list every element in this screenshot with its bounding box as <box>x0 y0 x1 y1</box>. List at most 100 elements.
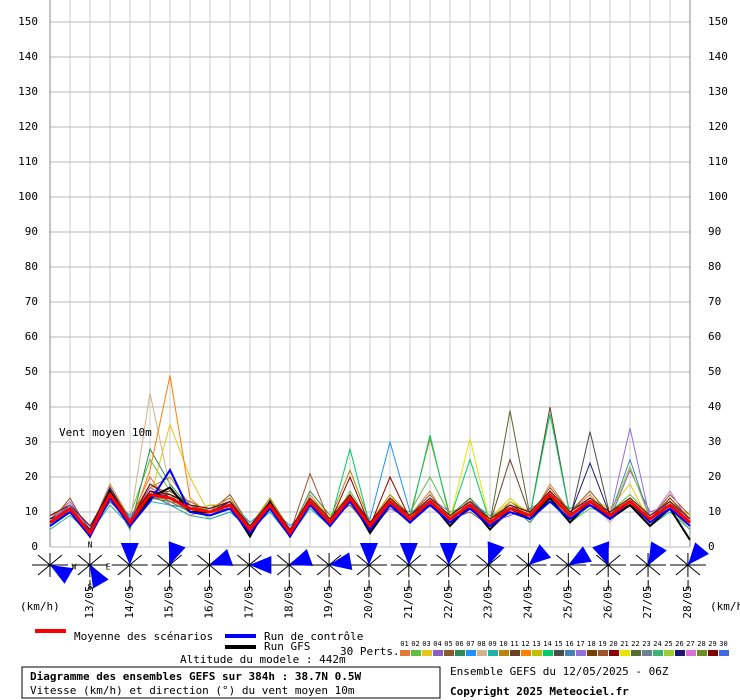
compass-line <box>117 554 143 576</box>
pert-legend-label: 15 <box>554 640 562 648</box>
pert-legend-label: 27 <box>686 640 694 648</box>
y-tick-label: 140 <box>18 50 38 63</box>
compass-letter: E <box>106 563 111 572</box>
y-tick-label-right: 0 <box>708 540 715 553</box>
control-line <box>49 467 691 539</box>
y-tick-label-right: 100 <box>708 190 728 203</box>
legend-gfs: Run GFS <box>264 640 310 653</box>
pert-legend-label: 16 <box>565 640 573 648</box>
pert-legend-label: 06 <box>455 640 463 648</box>
y-tick-label: 60 <box>25 330 38 343</box>
pert-legend-swatch <box>444 650 454 656</box>
x-tick-label: 24/05 <box>522 585 535 618</box>
y-tick-label-right: 120 <box>708 120 728 133</box>
pert-legend-label: 05 <box>444 640 452 648</box>
y-tick-label-right: 60 <box>708 330 721 343</box>
y-tick-label-right: 140 <box>708 50 728 63</box>
wind-direction <box>289 549 313 566</box>
pert-legend-label: 02 <box>411 640 419 648</box>
wind-direction <box>648 541 667 565</box>
pert-legend-swatch <box>488 650 498 656</box>
x-tick-label: 18/05 <box>282 585 295 618</box>
pert-legend-swatch <box>598 650 608 656</box>
pert-legend-label: 25 <box>664 640 672 648</box>
x-tick-label: 27/05 <box>641 585 654 618</box>
pert-legend-label: 23 <box>642 640 650 648</box>
perts-label: 30 Perts. <box>340 645 400 658</box>
compass-letter: W <box>72 563 77 572</box>
pert-legend-swatch <box>620 650 630 656</box>
y-tick-label-right: 90 <box>708 225 721 238</box>
y-tick-label: 40 <box>25 400 38 413</box>
wind-direction <box>120 543 139 565</box>
altitude: Altitude du modele : 442m <box>180 653 346 666</box>
pert-legend-swatch <box>554 650 564 656</box>
y-tick-label-right: 70 <box>708 295 721 308</box>
pert-legend-swatch <box>532 650 542 656</box>
title: Diagramme des ensembles GEFS sur 384h : … <box>30 670 362 683</box>
pert-legend-swatch <box>477 650 487 656</box>
y-tick-label-right: 130 <box>708 85 728 98</box>
title-box <box>21 666 441 699</box>
subtitle: Vitesse (km/h) et direction (°) du vent … <box>30 684 355 697</box>
wind-direction <box>168 541 186 565</box>
pert-legend-label: 26 <box>675 640 683 648</box>
y-tick-label-right: 80 <box>708 260 721 273</box>
y-tick-label-right: 30 <box>708 435 721 448</box>
pert-legend-swatch <box>411 650 421 656</box>
wind-direction <box>399 543 418 565</box>
compass-letter: S <box>88 583 93 592</box>
wind-direction <box>89 565 109 589</box>
y-tick-label: 130 <box>18 85 38 98</box>
y-tick-label-right: 110 <box>708 155 728 168</box>
y-tick-label: 50 <box>25 365 38 378</box>
y-tick-label: 10 <box>25 505 38 518</box>
y-tick-label-right: 50 <box>708 365 721 378</box>
compass-letter: N <box>88 541 93 550</box>
pert-legend-label: 10 <box>499 640 507 648</box>
y-tick-label-right: 10 <box>708 505 721 518</box>
pert-legend-label: 08 <box>477 640 485 648</box>
pert-legend-swatch <box>631 650 641 656</box>
wind-direction <box>209 549 234 566</box>
wind-direction <box>592 541 610 565</box>
pert-legend-swatch <box>466 650 476 656</box>
pert-legend-swatch <box>675 650 685 656</box>
pert-legend-swatch <box>422 650 432 656</box>
pert-legend-label: 07 <box>466 640 474 648</box>
pert-legend-label: 21 <box>620 640 628 648</box>
legend-mean: Moyenne des scénarios <box>74 630 213 643</box>
wind-direction <box>329 552 353 571</box>
pert-legend-label: 18 <box>587 640 595 648</box>
x-tick-label: 23/05 <box>482 585 495 618</box>
pert-legend-swatch <box>400 650 410 656</box>
pert-legend-label: 14 <box>543 640 551 648</box>
x-tick-label: 14/05 <box>123 585 136 618</box>
pert-legend-swatch <box>686 650 696 656</box>
pert-legend-swatch <box>708 650 718 656</box>
pert-legend-swatch <box>719 650 729 656</box>
wind-direction <box>528 543 552 565</box>
pert-legend-swatch <box>455 650 465 656</box>
x-tick-label: 16/05 <box>203 585 216 618</box>
pert-legend-label: 04 <box>433 640 441 648</box>
y-tick-label-right: 20 <box>708 470 721 483</box>
grid <box>49 0 691 548</box>
pert-legend-label: 11 <box>510 640 518 648</box>
pert-legend-swatch <box>576 650 586 656</box>
unit-right: (km/h) <box>710 600 740 613</box>
y-tick-label: 100 <box>18 190 38 203</box>
y-tick-label: 110 <box>18 155 38 168</box>
annotation: Vent moyen 10m <box>59 426 152 439</box>
x-tick-label: 19/05 <box>322 585 335 618</box>
x-tick-label: 17/05 <box>242 585 255 618</box>
pert-legend-swatch <box>697 650 707 656</box>
pert-legend-label: 09 <box>488 640 496 648</box>
pert-legend-label: 03 <box>422 640 430 648</box>
pert-legend-swatch <box>521 650 531 656</box>
wind-direction <box>249 556 272 574</box>
pert-legend-swatch <box>565 650 575 656</box>
pert-legend-label: 19 <box>598 640 606 648</box>
x-tick-label: 25/05 <box>561 585 574 618</box>
wind-direction <box>687 542 709 565</box>
